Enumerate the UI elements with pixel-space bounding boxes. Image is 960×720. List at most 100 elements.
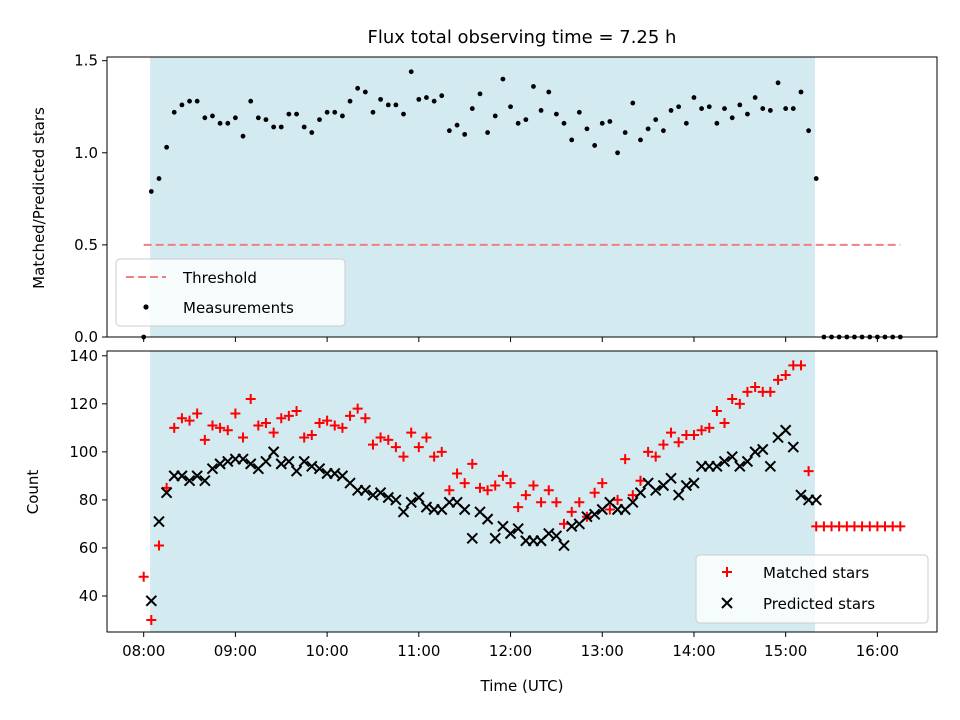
- measurement-point: [439, 93, 445, 99]
- legend-measurement-swatch: [143, 304, 149, 310]
- matched-star-point: [199, 434, 210, 445]
- measurement-point: [584, 126, 590, 132]
- matched-star-point: [566, 506, 577, 517]
- measurement-point: [783, 106, 789, 111]
- matched-star-point: [283, 410, 294, 421]
- measurement-point: [683, 120, 689, 126]
- matched-star-point: [260, 418, 271, 429]
- predicted-star-point: [489, 532, 501, 545]
- predicted-star-point: [458, 503, 471, 516]
- legend-measurement-label: Measurements: [183, 299, 294, 317]
- measurement-point: [278, 124, 284, 130]
- predicted-star-point: [726, 450, 738, 463]
- matched-star-point: [505, 478, 516, 489]
- matched-star-point: [421, 432, 432, 443]
- predicted-star-point: [397, 506, 410, 518]
- matched-star-point: [704, 422, 715, 433]
- predicted-star-point: [688, 477, 700, 489]
- series-predicted-stars: [145, 424, 822, 607]
- measurement-point: [691, 95, 697, 100]
- matched-star-point: [742, 386, 753, 397]
- matched-star-point: [337, 422, 348, 433]
- matched-star-point: [658, 439, 669, 450]
- matched-star-point: [429, 451, 440, 462]
- x-tick-label: 16:00: [856, 642, 899, 660]
- x-tick-label: 09:00: [214, 642, 257, 660]
- matched-star-point: [230, 408, 241, 419]
- predicted-star-point: [374, 486, 387, 499]
- measurement-point: [615, 150, 620, 156]
- matched-star-point: [727, 394, 738, 405]
- matched-star-point: [138, 571, 149, 582]
- matched-star-point: [773, 374, 784, 385]
- matched-star-point: [436, 446, 447, 457]
- measurement-point: [699, 106, 704, 111]
- matched-star-point: [184, 415, 195, 426]
- measurement-point: [645, 126, 651, 132]
- predicted-star-point: [420, 501, 433, 513]
- measurement-point: [653, 117, 659, 123]
- measurement-point: [210, 113, 215, 119]
- matched-star-point: [803, 466, 814, 477]
- predicted-star-point: [160, 486, 173, 499]
- measurement-point: [217, 120, 223, 126]
- matched-star-point: [299, 432, 310, 443]
- legend-matched-swatch: [722, 567, 732, 577]
- y-tick-label: 60: [79, 539, 98, 557]
- matched-star-point: [490, 480, 501, 491]
- measurement-point: [171, 109, 177, 115]
- series-matched-stars: [138, 360, 906, 625]
- measurement-point: [546, 89, 552, 95]
- count-panel: 40 60 80 100 120 140 08:00 09:00 10:00 11:00 12:00…: [69, 347, 938, 660]
- y-tick-label: 40: [79, 587, 98, 605]
- measurement-point: [607, 119, 613, 124]
- predicted-star-point: [711, 460, 723, 472]
- matched-star-point: [673, 437, 684, 448]
- matched-star-point: [513, 502, 524, 513]
- matched-star-point: [559, 518, 570, 529]
- matched-star-point: [536, 497, 547, 508]
- measurement-point: [798, 89, 804, 95]
- matched-star-point: [360, 413, 371, 424]
- matched-star-point: [253, 420, 264, 431]
- predicted-star-point: [741, 455, 754, 468]
- predicted-star-point: [581, 511, 593, 523]
- matched-star-point: [161, 482, 172, 493]
- measurement-point: [286, 111, 292, 117]
- measurement-point: [347, 98, 353, 104]
- measurement-point: [760, 106, 766, 111]
- matched-star-point: [154, 540, 165, 551]
- measurement-point: [194, 98, 200, 104]
- matched-star-point: [383, 434, 394, 445]
- matched-star-point: [597, 478, 608, 489]
- matched-star-point: [322, 415, 333, 426]
- measurement-point: [225, 120, 231, 126]
- measurement-point: [301, 124, 307, 130]
- predicted-star-point: [650, 484, 662, 497]
- plot-frame: [106, 350, 938, 633]
- measurement-point: [469, 106, 475, 111]
- predicted-star-point: [237, 453, 249, 465]
- measurement-point: [630, 100, 636, 106]
- measurement-point: [668, 108, 674, 113]
- matched-star-point: [329, 420, 340, 431]
- matched-star-point: [719, 418, 730, 429]
- measurement-point: [340, 113, 345, 119]
- matched-star-point: [146, 614, 157, 625]
- measurement-point: [622, 130, 628, 135]
- matched-star-point: [276, 413, 287, 424]
- measurement-point: [477, 91, 483, 97]
- predicted-star-point: [222, 455, 234, 468]
- legend-predicted-label: Predicted stars: [763, 595, 875, 613]
- predicted-star-point: [680, 479, 693, 492]
- predicted-star-point: [504, 527, 517, 540]
- predicted-star-point: [176, 470, 188, 482]
- matched-star-point: [765, 386, 776, 397]
- predicted-star-point: [191, 470, 203, 482]
- matched-star-point: [574, 497, 585, 508]
- measurement-point: [553, 111, 559, 117]
- measurement-point: [576, 109, 582, 115]
- measurement-point: [446, 128, 452, 134]
- predicted-star-point: [566, 520, 578, 533]
- matched-star-point: [895, 521, 906, 532]
